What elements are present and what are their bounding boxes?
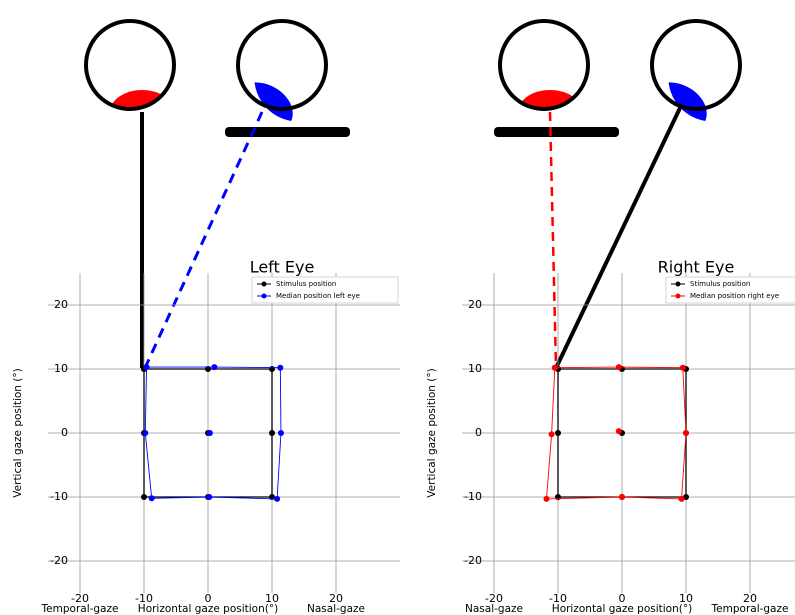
point <box>141 494 147 500</box>
x-axis-label: Horizontal gaze position(°) <box>138 603 278 615</box>
legend-label: Stimulus position <box>690 280 750 288</box>
figure: -20 -10 0 10 20 -20 -10 0 10 20 Left Eye Horizontal… <box>0 0 795 615</box>
gaze-line <box>145 112 262 368</box>
legend-label: Median position left eye <box>276 292 360 300</box>
point <box>207 430 213 436</box>
legend-marker <box>676 294 681 299</box>
point <box>144 364 150 370</box>
point <box>142 430 148 436</box>
legend-label: Stimulus position <box>276 280 336 288</box>
point <box>278 430 284 436</box>
x-axis-label: Horizontal gaze position(°) <box>552 603 692 615</box>
y-tick-label: 10 <box>468 362 482 375</box>
point <box>552 365 558 371</box>
charts: -20 -10 0 10 20 -20 -10 0 10 20 Left Eye Horizontal… <box>12 258 795 615</box>
eye-illustration <box>86 21 740 368</box>
y-tick-label: 0 <box>61 426 68 439</box>
point <box>619 494 625 500</box>
point <box>543 496 549 502</box>
y-axis-label: Vertical gaze position (°) <box>426 368 438 497</box>
annotation: Nasal-gaze <box>307 603 365 615</box>
point <box>680 365 686 371</box>
legend-marker <box>262 282 267 287</box>
screen-bar <box>494 127 619 137</box>
y-tick-label: -20 <box>464 554 482 567</box>
point <box>269 430 275 436</box>
point <box>206 494 212 500</box>
y-axis-label: Vertical gaze position (°) <box>12 368 24 497</box>
legend-label: Median position right eye <box>690 292 779 300</box>
point <box>555 430 561 436</box>
point <box>277 365 283 371</box>
point <box>616 428 622 434</box>
chart-title: Right Eye <box>658 258 735 277</box>
point <box>149 495 155 501</box>
point <box>274 496 280 502</box>
legend-marker <box>262 294 267 299</box>
screen-bar <box>225 127 350 137</box>
gaze-line <box>550 112 556 368</box>
gaze-line <box>556 108 680 368</box>
point <box>616 364 622 370</box>
series: Stimulus position <box>141 280 336 500</box>
chart-title: Left Eye <box>250 258 315 277</box>
y-tick-label: -10 <box>464 490 482 503</box>
point <box>269 366 275 372</box>
legend-marker <box>676 282 681 287</box>
series: Median position left eye <box>142 292 360 502</box>
point <box>549 431 555 437</box>
y-tick-label: 10 <box>54 362 68 375</box>
point <box>211 364 217 370</box>
annotation: Nasal-gaze <box>465 603 523 615</box>
y-tick-label: 0 <box>475 426 482 439</box>
y-tick-label: 20 <box>468 298 482 311</box>
y-tick-label: -20 <box>50 554 68 567</box>
y-tick-label: -10 <box>50 490 68 503</box>
annotation: Temporal-gaze <box>41 603 119 615</box>
point <box>679 496 685 502</box>
annotation: Temporal-gaze <box>711 603 789 615</box>
y-tick-label: 20 <box>54 298 68 311</box>
point <box>683 430 689 436</box>
